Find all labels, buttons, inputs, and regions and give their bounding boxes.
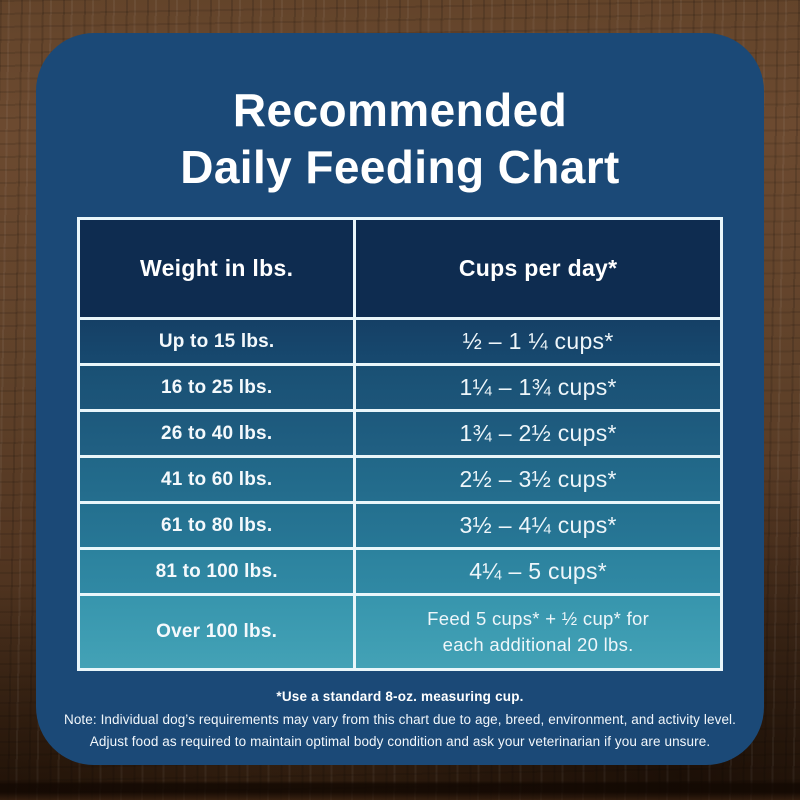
cups-cell: 4¼ – 5 cups* [353,550,720,593]
feeding-table: Weight in lbs. Cups per day* Up to 15 lb… [77,217,723,671]
cups-cell: 3½ – 4¼ cups* [353,504,720,547]
table-row: 26 to 40 lbs. 1¾ – 2½ cups* [80,409,720,455]
cups-cell: 2½ – 3½ cups* [353,458,720,501]
weight-cell: 81 to 100 lbs. [155,560,278,582]
weight-cell: 26 to 40 lbs. [160,422,273,444]
feeding-chart-card: Recommended Daily Feeding Chart Weight i… [36,33,764,765]
table-row: 81 to 100 lbs. 4¼ – 5 cups* [80,547,720,593]
weight-cell: 16 to 25 lbs. [160,376,273,398]
table-row: Up to 15 lbs. ½ – 1 ¼ cups* [80,317,720,363]
cups-cell: 1¼ – 1¾ cups* [353,366,720,409]
page-title-line2: Daily Feeding Chart [180,141,620,193]
weight-cell: 61 to 80 lbs. [160,514,273,536]
table-row: 16 to 25 lbs. 1¼ – 1¾ cups* [80,363,720,409]
page-title: Recommended Daily Feeding Chart [36,82,764,196]
requirements-note: Note: Individual dog’s requirements may … [63,712,737,727]
cups-cell: 1¾ – 2½ cups* [353,412,720,455]
cups-cell: Feed 5 cups* + ½ cup* for each additiona… [353,596,720,668]
table-row: 61 to 80 lbs. 3½ – 4¼ cups* [80,501,720,547]
adjust-food-note: Adjust food as required to maintain opti… [89,733,711,749]
weight-cell: Over 100 lbs. [156,621,278,642]
cups-cell: ½ – 1 ¼ cups* [353,320,720,363]
table-row: Over 100 lbs. Feed 5 cups* + ½ cup* for … [80,593,720,668]
weight-cell: 41 to 60 lbs. [160,468,273,490]
column-header-weight: Weight in lbs. [139,255,294,281]
table-header-row: Weight in lbs. Cups per day* [80,220,720,317]
measuring-cup-footnote: *Use a standard 8-oz. measuring cup. [276,689,524,704]
weight-cell: Up to 15 lbs. [158,330,275,352]
page-title-line1: Recommended [232,84,568,136]
column-header-cups: Cups per day* [353,220,720,317]
table-row: 41 to 60 lbs. 2½ – 3½ cups* [80,455,720,501]
